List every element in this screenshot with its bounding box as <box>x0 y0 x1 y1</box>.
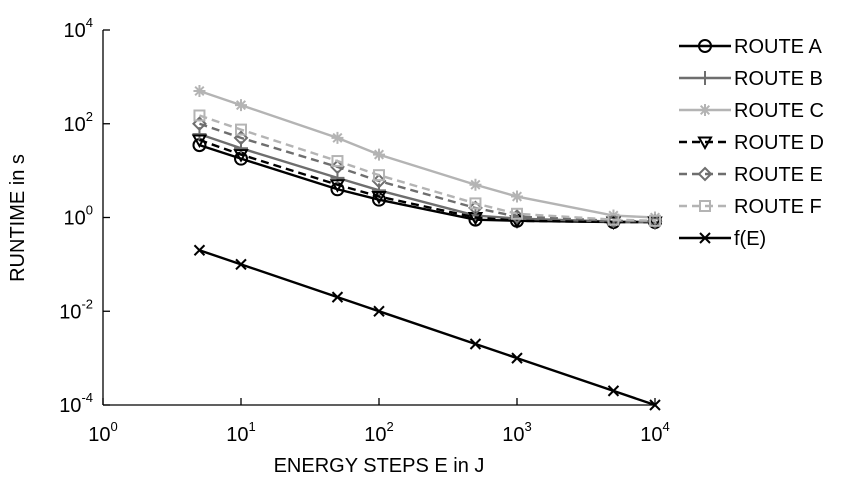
series-route-d <box>191 134 663 231</box>
data-point-route-c <box>469 178 482 191</box>
data-point-f-e <box>235 258 247 271</box>
legend-label-f-e: f(E) <box>734 228 766 250</box>
y-tick-label: 100 <box>64 203 93 230</box>
data-point-route-d <box>647 216 663 231</box>
legend-marker-route-c <box>699 104 711 116</box>
data-point-f-e <box>511 352 523 364</box>
data-point-f-e <box>469 338 482 350</box>
x-tick-label: 104 <box>640 419 669 446</box>
data-point-route-c <box>235 99 247 112</box>
series-f-e <box>193 244 661 411</box>
legend-label-route-f: ROUTE F <box>734 196 822 218</box>
legend-marker-route-e <box>697 166 713 182</box>
x-tick-label: 103 <box>502 419 531 446</box>
series-line-route-f <box>199 114 656 223</box>
data-point-route-f <box>331 155 344 168</box>
data-point-route-c <box>373 148 385 161</box>
series-layer <box>191 84 663 411</box>
legend-label-route-b: ROUTE B <box>734 68 823 90</box>
data-point-f-e <box>607 385 620 397</box>
legend-marker-route-b <box>698 71 712 85</box>
x-tick-label: 102 <box>364 419 393 446</box>
tick-marks: 100 101 102 103 104 10-4 10-2 100 102 104 <box>59 15 670 446</box>
legend-item-route-c: ROUTE C <box>679 100 824 122</box>
legend-label-route-c: ROUTE C <box>734 100 824 122</box>
legend-item-route-b: ROUTE B <box>679 68 823 90</box>
data-point-route-f <box>235 123 247 136</box>
x-tick-label: 101 <box>226 419 255 446</box>
legend-item-route-f: ROUTE F <box>679 196 822 218</box>
data-point-f-e <box>649 399 661 411</box>
legend-item-route-e: ROUTE E <box>679 164 823 186</box>
data-point-route-f <box>607 213 620 226</box>
legend-item-route-d: ROUTE D <box>679 132 824 154</box>
data-point-f-e <box>373 305 385 317</box>
data-point-route-f <box>193 109 206 122</box>
legend: ROUTE A ROUTE B ROUTE C ROUTE D ROUTE E ROUTE… <box>679 36 824 250</box>
y-tick-label: 10-2 <box>59 296 93 323</box>
data-point-route-f <box>373 169 385 182</box>
series-route-b <box>192 127 662 230</box>
legend-item-route-a: ROUTE A <box>679 36 822 58</box>
data-point-route-f <box>469 197 482 210</box>
x-tick-label: 100 <box>88 419 117 446</box>
series-line-route-c <box>199 89 656 219</box>
series-line-route-e <box>199 122 656 223</box>
series-line-f-e <box>199 249 656 407</box>
data-point-route-d <box>233 149 249 163</box>
x-axis-label: ENERGY STEPS E in J <box>274 455 485 477</box>
legend-label-route-e: ROUTE E <box>734 164 823 186</box>
data-point-f-e <box>193 244 206 256</box>
data-point-route-c <box>331 131 344 144</box>
data-point-route-d <box>191 134 208 149</box>
data-point-route-c <box>193 84 206 97</box>
y-tick-label: 104 <box>64 15 93 42</box>
data-point-route-c <box>511 190 523 203</box>
legend-label-route-d: ROUTE D <box>734 132 824 154</box>
legend-marker-route-f <box>699 200 711 212</box>
legend-marker-route-d <box>697 136 713 151</box>
data-point-route-d <box>329 179 346 193</box>
series-line-route-d <box>199 138 655 224</box>
axes <box>102 30 655 406</box>
data-point-route-e <box>233 130 249 146</box>
series-route-f <box>193 109 661 227</box>
data-point-route-d <box>371 191 387 205</box>
data-point-route-f <box>511 207 523 220</box>
data-point-route-e <box>192 116 207 132</box>
legend-item-f-e: f(E) <box>679 228 766 250</box>
data-point-route-f <box>649 214 661 227</box>
y-axis-label: RUNTIME in s <box>7 154 29 282</box>
legend-marker-route-a <box>698 39 712 53</box>
y-tick-label: 10-4 <box>59 390 93 417</box>
legend-marker-f-e <box>699 232 711 244</box>
series-route-a <box>192 138 662 230</box>
legend-label-route-a: ROUTE A <box>734 36 822 58</box>
data-point-f-e <box>331 291 344 303</box>
y-tick-label: 102 <box>64 109 93 136</box>
